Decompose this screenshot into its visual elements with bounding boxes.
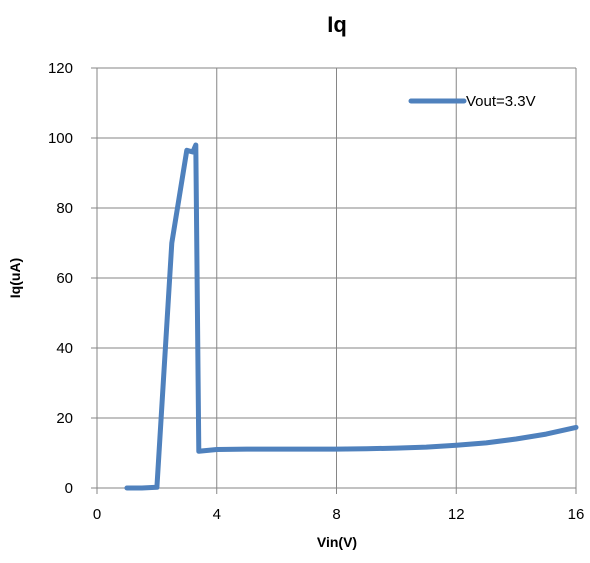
y-tick-label: 100	[48, 130, 73, 147]
y-axis-label: Iq(uA)	[7, 258, 23, 298]
axes	[91, 67, 577, 494]
x-tick-label: 12	[448, 506, 465, 523]
tick-labels: 0 20 40 60 80 100 120 0 4 8 12 16	[48, 60, 584, 523]
x-tick-label: 0	[93, 506, 101, 523]
legend-label: Vout=3.3V	[466, 93, 536, 110]
x-tick-label: 16	[568, 506, 585, 523]
y-tick-label: 80	[56, 200, 73, 217]
y-tick-label: 0	[65, 480, 73, 497]
legend: Vout=3.3V	[408, 93, 536, 110]
x-tick-label: 8	[332, 506, 340, 523]
series-layer	[124, 142, 579, 491]
y-tick-label: 20	[56, 410, 73, 427]
series-line-0	[124, 142, 579, 491]
x-axis-label: Vin(V)	[317, 534, 357, 550]
chart-title: Iq	[327, 12, 347, 37]
y-tick-label: 60	[56, 270, 73, 287]
x-tick-label: 4	[213, 506, 221, 523]
y-tick-label: 40	[56, 340, 73, 357]
y-tick-label: 120	[48, 60, 73, 77]
